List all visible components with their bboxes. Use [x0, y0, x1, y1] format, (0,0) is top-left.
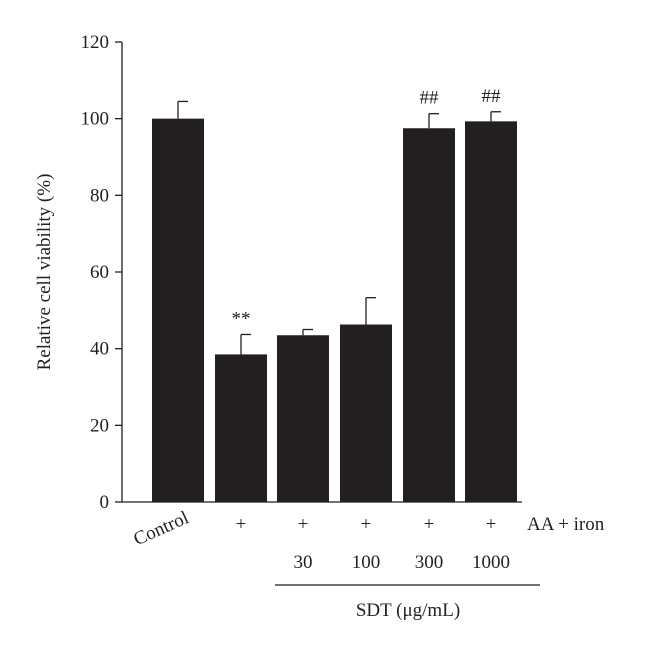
y-tick-label: 100 — [81, 109, 110, 130]
x-category-label: Control — [130, 507, 192, 550]
y-tick-label: 80 — [90, 185, 109, 206]
bar — [340, 324, 392, 502]
y-axis: 0 20 40 60 80 100 120 — [81, 32, 123, 513]
y-tick-label: 0 — [100, 492, 110, 513]
dose-label: 300 — [415, 552, 444, 573]
bar — [465, 121, 517, 502]
y-tick-label: 40 — [90, 339, 109, 360]
treatment-label: AA + iron — [527, 514, 605, 535]
dose-label: 1000 — [472, 552, 510, 573]
bar — [152, 118, 204, 503]
dose-label: 100 — [352, 552, 381, 573]
significance-marker: ## — [482, 86, 502, 107]
dose-label: 30 — [294, 552, 313, 573]
x-category-label: + — [298, 514, 309, 535]
x-category-label: + — [424, 514, 435, 535]
y-tick-label: 20 — [90, 415, 109, 436]
y-tick-label: 120 — [81, 32, 110, 53]
x-category-label: + — [236, 514, 247, 535]
y-axis-label: Relative cell viability (%) — [34, 174, 55, 371]
y-tick-label: 60 — [90, 262, 109, 283]
x-category-label: + — [361, 514, 372, 535]
dose-group-label: SDT (μg/mL) — [356, 600, 460, 621]
significance-marker: ** — [232, 308, 251, 329]
bar — [215, 354, 267, 502]
bar — [277, 335, 329, 502]
bars-group — [152, 100, 517, 503]
bar — [403, 128, 455, 502]
x-category-label: + — [486, 514, 497, 535]
significance-marker: ## — [420, 88, 440, 109]
